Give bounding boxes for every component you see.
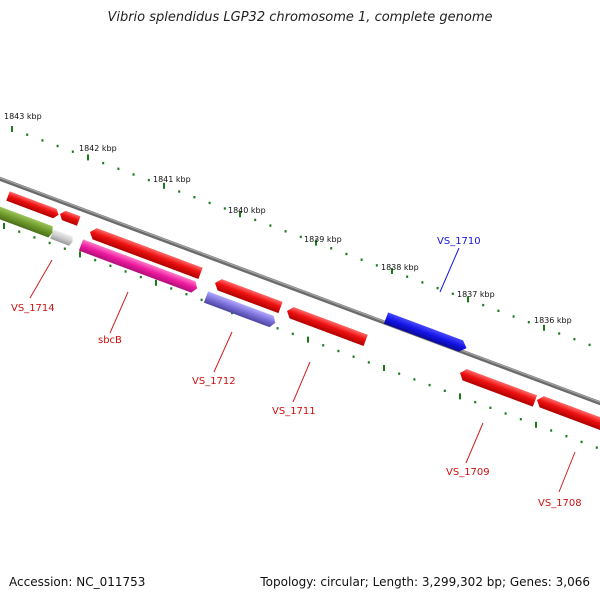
tick-label: 1836 kbp <box>534 316 572 325</box>
gene-label-VS_1708[interactable]: VS_1708 <box>538 498 582 509</box>
map-title: Vibrio splendidus LGP32 chromosome 1, co… <box>107 10 493 25</box>
tick-label: 1839 kbp <box>304 235 342 244</box>
tick-label: 1843 kbp <box>4 112 42 121</box>
gene-red-arrow-2[interactable] <box>213 277 283 314</box>
gene-VS_1711-arrow[interactable] <box>285 305 368 347</box>
gene-VS_1712-arrow[interactable] <box>203 291 278 328</box>
gene-track <box>0 191 600 434</box>
genome-backbone-highlight <box>0 177 600 403</box>
tick-label: 1838 kbp <box>381 263 419 272</box>
tick-label: 1841 kbp <box>153 175 191 184</box>
genome-summary-text: Topology: circular; Length: 3,299,302 bp… <box>260 575 590 589</box>
gene-grey-arrow[interactable] <box>50 229 74 246</box>
gene-small-red-arrow[interactable] <box>58 209 81 226</box>
gene-VS_1710-arrow[interactable] <box>383 312 469 353</box>
gene-olive-arrow[interactable] <box>0 205 55 238</box>
gene-label-VS_1714[interactable]: VS_1714 <box>11 303 55 314</box>
genome-backbone <box>0 176 600 406</box>
gene-label-VS_1710[interactable]: VS_1710 <box>437 236 481 247</box>
gene-label-sbcB[interactable]: sbcB <box>98 335 122 346</box>
gene-label-VS_1712[interactable]: VS_1712 <box>192 376 236 387</box>
label-leaders <box>29 247 576 493</box>
gene-label-VS_1711[interactable]: VS_1711 <box>272 406 316 417</box>
tick-label: 1840 kbp <box>228 206 266 215</box>
upper-tick-track <box>11 126 591 347</box>
gene-VS_1708-arrow[interactable] <box>535 394 600 434</box>
gene-label-VS_1709[interactable]: VS_1709 <box>446 467 490 478</box>
tick-label: 1842 kbp <box>79 144 117 153</box>
gene-VS_1713-arrow[interactable] <box>88 226 203 279</box>
accession-text: Accession: NC_011753 <box>9 575 146 589</box>
gene-VS_1714-arrow[interactable] <box>6 191 60 219</box>
gene-VS_1709-arrow[interactable] <box>458 367 538 407</box>
tick-label: 1837 kbp <box>457 290 495 299</box>
gene-sbcB-arrow[interactable] <box>78 239 199 294</box>
